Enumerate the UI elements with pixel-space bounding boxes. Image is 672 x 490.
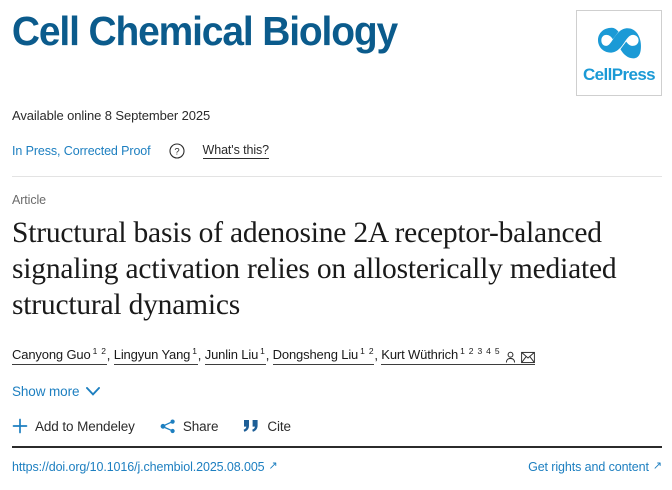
author-label: Kurt Wüthrich xyxy=(381,347,459,363)
status-row: In Press, Corrected Proof ? What's this? xyxy=(10,143,662,159)
article-type-label: Article xyxy=(12,193,47,207)
cite-label: Cite xyxy=(267,418,291,434)
author-label: Dongsheng Liu xyxy=(272,347,359,363)
cite-button[interactable]: Cite xyxy=(243,419,291,434)
chevron-down-icon xyxy=(86,387,101,397)
footer-links: https://doi.org/10.1016/j.chembiol.2025.… xyxy=(10,460,662,474)
doi-label: https://doi.org/10.1016/j.chembiol.2025.… xyxy=(12,459,265,474)
author-separator: , xyxy=(265,347,273,363)
cellpress-wordmark: CellPress xyxy=(582,64,656,84)
doi-link[interactable]: https://doi.org/10.1016/j.chembiol.2025.… xyxy=(12,460,278,474)
plus-icon xyxy=(12,418,28,434)
person-icon[interactable] xyxy=(504,351,517,364)
quote-icon xyxy=(243,419,260,433)
get-rights-and-content-link[interactable]: Get rights and content ↗ xyxy=(528,460,662,474)
divider-bottom xyxy=(12,446,662,448)
author-list: Canyong Guo 1 2, Lingyun Yang 1, Junlin Li… xyxy=(10,341,662,367)
add-to-mendeley-button[interactable]: Add to Mendeley xyxy=(12,418,135,434)
author-separator: , xyxy=(106,347,114,363)
envelope-icon[interactable] xyxy=(521,351,536,364)
author-affiliations: 1 xyxy=(192,346,198,356)
author-name[interactable]: Kurt Wüthrich 1 2 3 4 5 xyxy=(381,346,536,367)
author-label: Canyong Guo xyxy=(12,347,91,363)
author-label: Junlin Liu xyxy=(204,347,259,363)
author-separator: , xyxy=(374,347,382,363)
external-link-icon: ↗ xyxy=(268,460,278,473)
author-affiliations: 1 xyxy=(260,346,266,356)
show-more-toggle[interactable]: Show more xyxy=(10,384,101,400)
share-nodes-icon xyxy=(160,419,176,434)
external-link-icon: ↗ xyxy=(652,460,662,473)
author-name[interactable]: Lingyun Yang 1 xyxy=(113,346,198,366)
corresponding-author-icons xyxy=(504,347,536,367)
cellpress-logo[interactable]: CellPress xyxy=(576,10,662,96)
author-name[interactable]: Dongsheng Liu 1 2 xyxy=(272,346,375,366)
journal-title[interactable]: Cell Chemical Biology xyxy=(11,8,398,54)
author-affiliations: 1 2 xyxy=(360,346,375,356)
question-circle-icon[interactable]: ? xyxy=(168,143,185,159)
show-more-label: Show more xyxy=(12,384,80,400)
status-badge: In Press, Corrected Proof xyxy=(12,144,151,158)
cellpress-infinity-icon xyxy=(598,27,641,58)
share-label: Share xyxy=(182,418,219,434)
svg-text:?: ? xyxy=(174,147,179,158)
share-button[interactable]: Share xyxy=(160,418,219,434)
available-online-date: Available online 8 September 2025 xyxy=(12,108,211,123)
author-separator: , xyxy=(197,347,205,363)
action-bar: Add to Mendeley Share Cite xyxy=(10,418,662,434)
author-name[interactable]: Junlin Liu 1 xyxy=(204,346,266,366)
author-affiliations: 1 2 3 4 5 xyxy=(460,346,501,356)
rights-label: Get rights and content xyxy=(528,459,649,474)
page-title: Structural basis of adenosine 2A recepto… xyxy=(12,217,617,321)
author-label: Lingyun Yang xyxy=(113,347,191,363)
author-name[interactable]: Canyong Guo 1 2 xyxy=(12,346,107,366)
masthead: Cell Chemical Biology CellPress xyxy=(10,0,662,96)
add-to-mendeley-label: Add to Mendeley xyxy=(35,418,135,434)
author-affiliations: 1 2 xyxy=(92,346,107,356)
divider-top xyxy=(12,176,662,177)
whats-this-link[interactable]: What's this? xyxy=(202,143,270,159)
